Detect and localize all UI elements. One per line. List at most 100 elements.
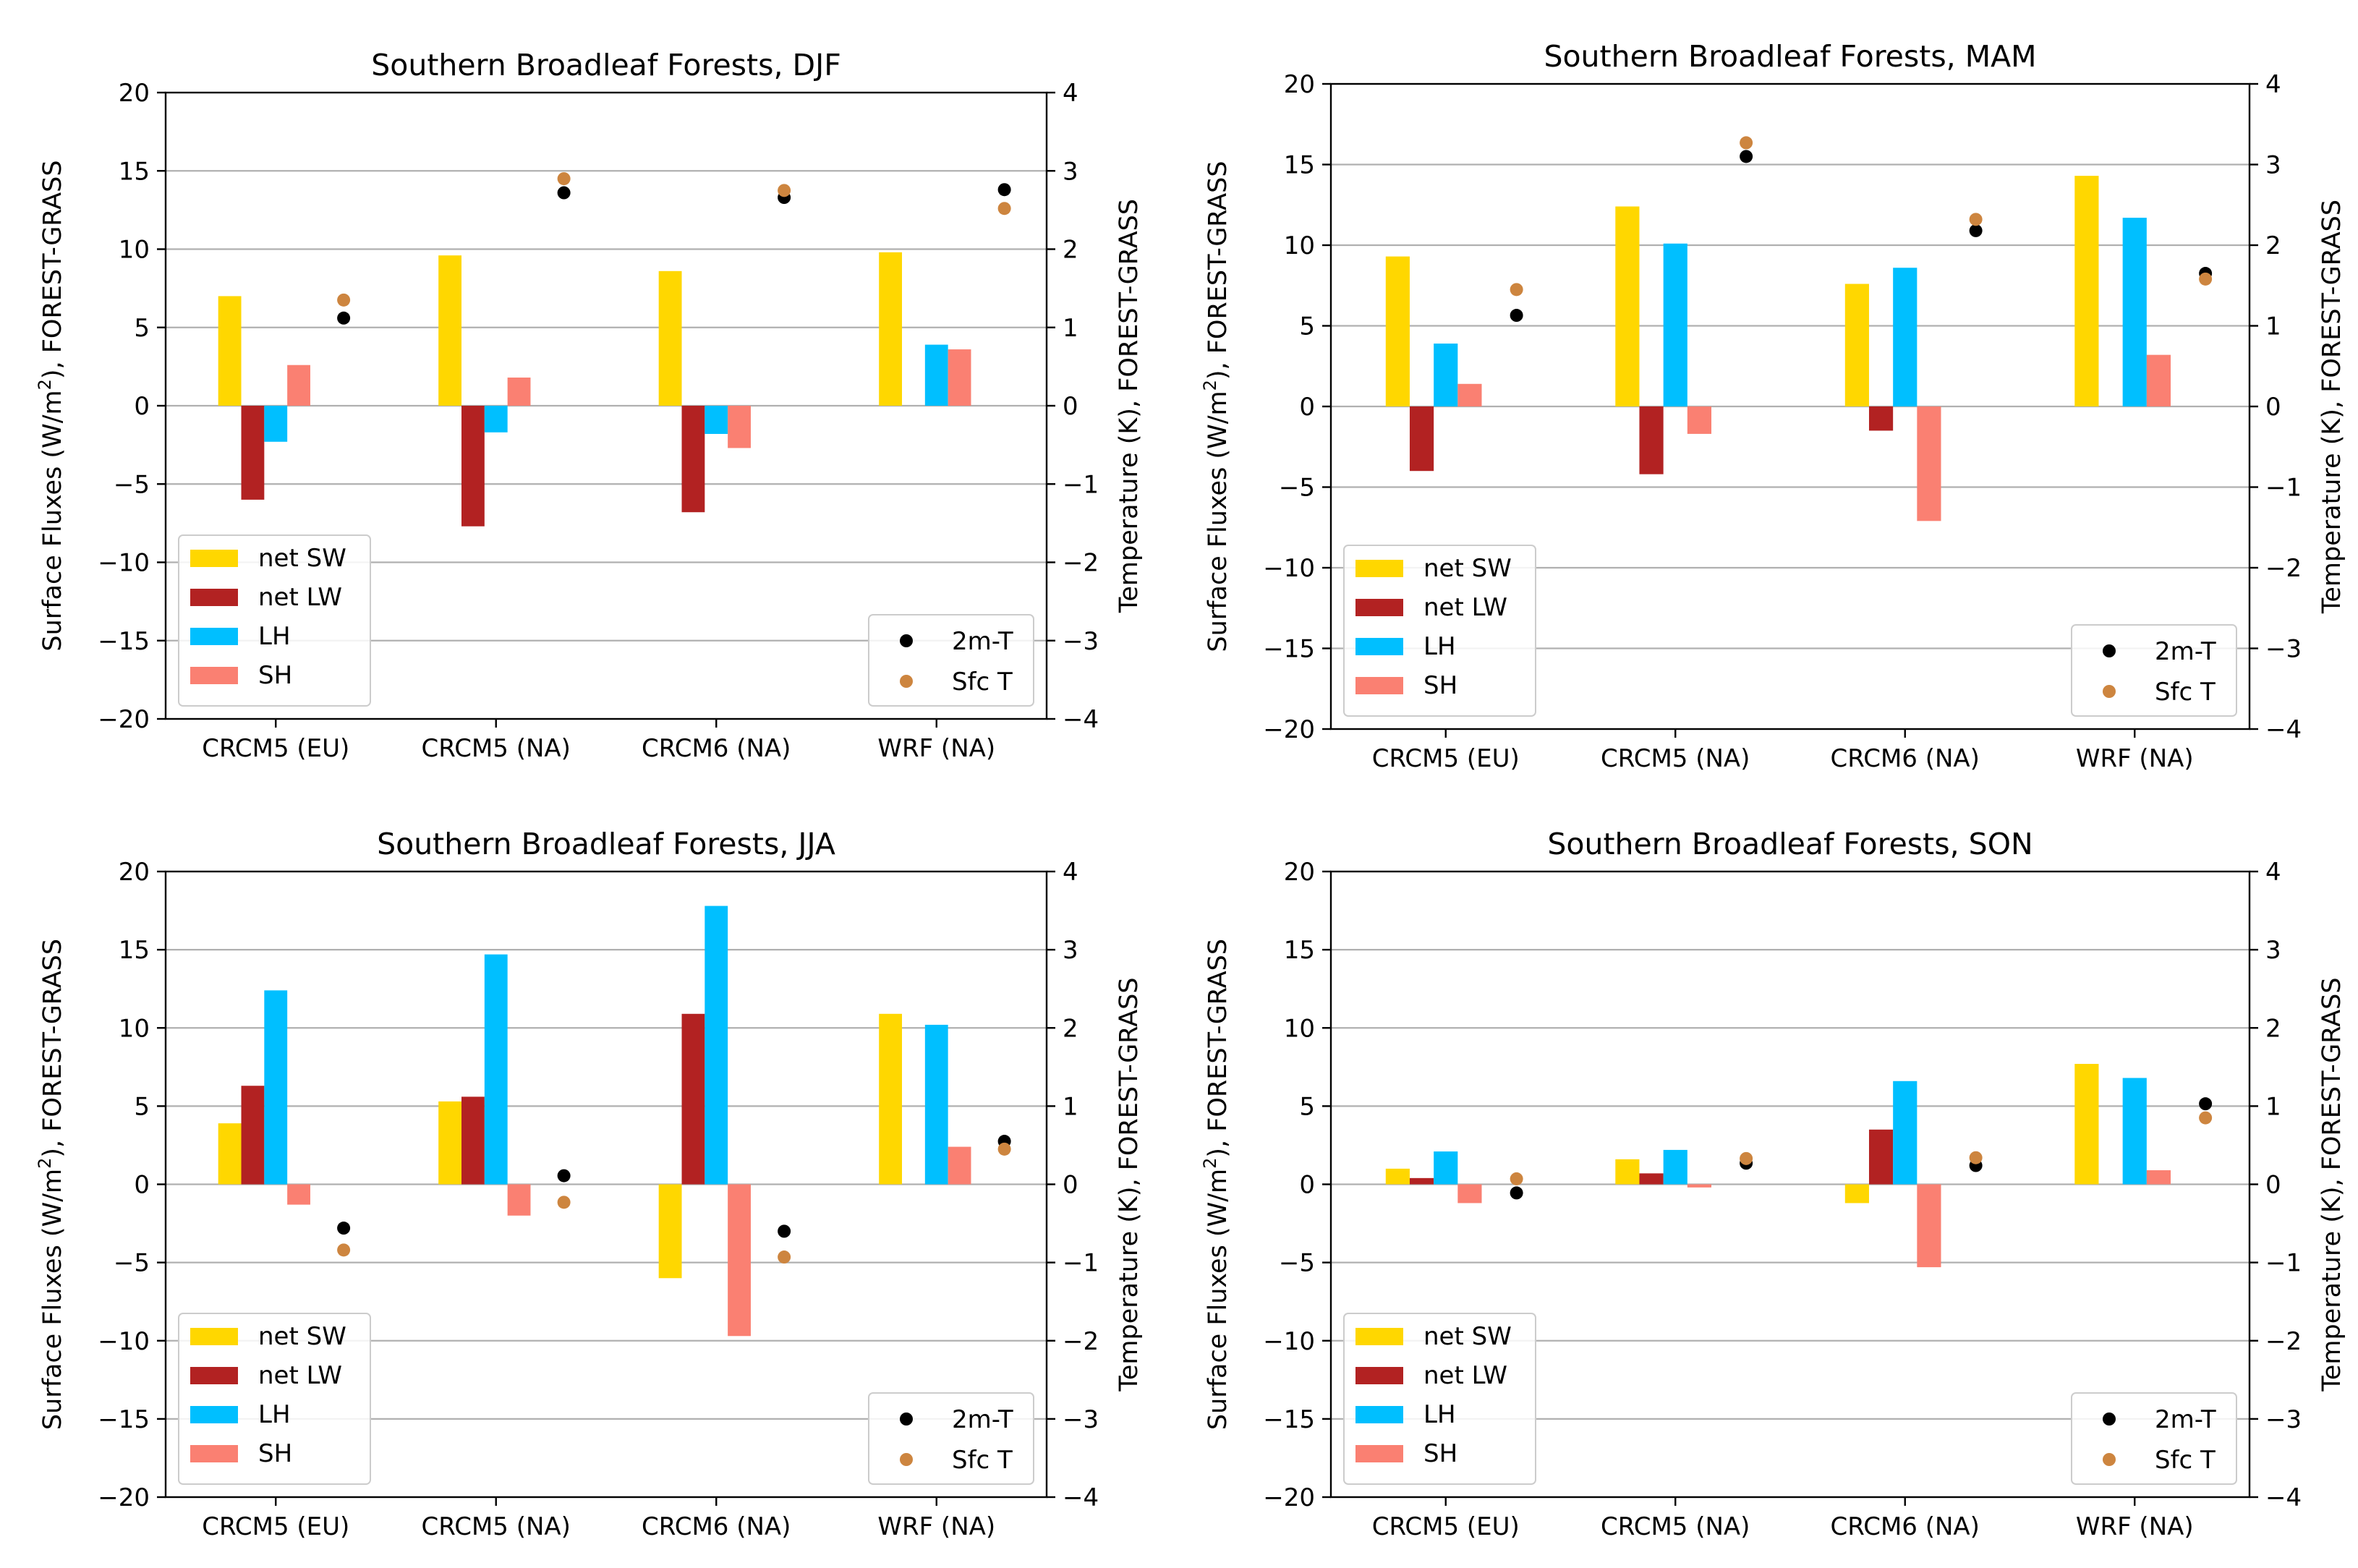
bar-net-sw bbox=[438, 255, 462, 406]
y2-axis-label: Temperature (K), FOREST-GRASS bbox=[2317, 200, 2346, 614]
point-sfc-t bbox=[2199, 272, 2213, 286]
y2-tick-label: −4 bbox=[2265, 715, 2302, 744]
bar-lh bbox=[1434, 1151, 1458, 1185]
bar-net-lw bbox=[1409, 406, 1434, 472]
y2-tick-label: 3 bbox=[1063, 157, 1078, 186]
point-sfc-t bbox=[337, 293, 351, 307]
bar-net-lw bbox=[681, 406, 705, 513]
y2-tick-label: −1 bbox=[2265, 474, 2302, 503]
bar-lh bbox=[924, 1024, 948, 1185]
y-tick-label: 10 bbox=[119, 1014, 150, 1043]
y-tick-label: −5 bbox=[114, 1249, 150, 1278]
point-2m-t bbox=[778, 1224, 791, 1238]
point-2m-t bbox=[2199, 1097, 2213, 1111]
point-2m-t bbox=[1510, 309, 1523, 323]
y-axis-label-part: ), FOREST-GRASS bbox=[1204, 161, 1233, 380]
y2-tick-label: −2 bbox=[2265, 1327, 2302, 1356]
point-sfc-t bbox=[778, 184, 791, 197]
bar-lh bbox=[2122, 218, 2147, 406]
y-tick-label: 20 bbox=[1284, 70, 1315, 99]
legend-marker bbox=[900, 634, 913, 647]
bar-sh bbox=[1687, 1184, 1712, 1188]
y2-tick-label: 2 bbox=[1063, 1014, 1078, 1043]
y2-tick-label: 0 bbox=[2265, 393, 2281, 422]
bar-sh bbox=[1917, 1184, 1941, 1268]
x-tick-label: CRCM5 (EU) bbox=[202, 1512, 349, 1541]
y-axis-label-part: Surface Fluxes (W/m bbox=[38, 390, 67, 651]
y2-tick-label: 2 bbox=[1063, 236, 1078, 265]
legend-frame bbox=[178, 1313, 371, 1485]
bar-net-sw bbox=[438, 1101, 462, 1185]
x-tick-label: CRCM6 (NA) bbox=[642, 1512, 791, 1541]
bar-lh bbox=[705, 906, 728, 1185]
y-tick-label: 5 bbox=[1299, 312, 1315, 341]
y2-tick-label: 4 bbox=[2265, 858, 2281, 887]
y-axis-label: Surface Fluxes (W/m2), FOREST-GRASS bbox=[1200, 161, 1233, 652]
legend-points: 2m-T Sfc T bbox=[2071, 1392, 2237, 1485]
legend-label: 2m-T bbox=[2155, 1405, 2216, 1434]
legend-swatch bbox=[1355, 677, 1403, 694]
bar-lh bbox=[1893, 1081, 1918, 1185]
x-tick-label: CRCM5 (NA) bbox=[1601, 1512, 1750, 1541]
y-axis-label-part: Surface Fluxes (W/m bbox=[1204, 1169, 1233, 1430]
point-2m-t bbox=[337, 1222, 351, 1235]
point-2m-t bbox=[1740, 150, 1753, 163]
legend-label: net SW bbox=[1423, 1322, 1512, 1351]
bar-net-lw bbox=[1639, 1173, 1664, 1185]
point-2m-t bbox=[997, 183, 1011, 197]
chart-title: Southern Broadleaf Forests, JJA bbox=[377, 827, 835, 861]
bar-sh bbox=[728, 406, 751, 448]
legend-bars: net SW net LW LH SH bbox=[1343, 545, 1536, 717]
y-tick-label: −5 bbox=[1279, 474, 1315, 503]
x-tick-label: CRCM5 (NA) bbox=[422, 1512, 571, 1541]
y-tick-label: −10 bbox=[1263, 1327, 1315, 1356]
bar-sh bbox=[2146, 354, 2171, 406]
legend-label: 2m-T bbox=[952, 1405, 1013, 1434]
bar-net-sw bbox=[658, 1184, 682, 1279]
bar-sh bbox=[1917, 406, 1941, 521]
y-tick-label: −15 bbox=[1263, 1405, 1315, 1434]
chart-title: Southern Broadleaf Forests, MAM bbox=[1544, 39, 2036, 74]
x-tick-label: CRCM5 (NA) bbox=[422, 734, 571, 763]
legend-label: 2m-T bbox=[2155, 637, 2216, 666]
bar-lh bbox=[924, 344, 948, 406]
bar-lh bbox=[484, 954, 508, 1185]
y-tick-label: 0 bbox=[1299, 393, 1315, 422]
bar-sh bbox=[287, 365, 310, 406]
x-tick-label: CRCM6 (NA) bbox=[1831, 744, 1980, 773]
y2-tick-label: −2 bbox=[2265, 554, 2302, 583]
legend-marker bbox=[900, 1413, 913, 1426]
legend-points: 2m-T Sfc T bbox=[2071, 624, 2237, 717]
chart-title: Southern Broadleaf Forests, SON bbox=[1547, 827, 2033, 861]
legend-swatch bbox=[1355, 599, 1403, 616]
point-sfc-t bbox=[337, 1243, 351, 1257]
legend-swatch bbox=[190, 1328, 238, 1345]
y-tick-label: 15 bbox=[119, 936, 150, 965]
legend-label: net LW bbox=[1423, 1361, 1507, 1390]
y2-tick-label: 3 bbox=[2265, 151, 2281, 180]
point-sfc-t bbox=[1969, 1151, 1983, 1164]
legend-swatch bbox=[190, 628, 238, 645]
bar-net-lw bbox=[461, 1096, 485, 1185]
y-tick-label: −15 bbox=[1263, 635, 1315, 664]
x-tick-label: CRCM6 (NA) bbox=[1831, 1512, 1980, 1541]
point-sfc-t bbox=[557, 172, 571, 186]
legend-label: LH bbox=[258, 622, 291, 651]
legend-label: SH bbox=[1423, 1439, 1457, 1468]
y2-tick-label: 4 bbox=[1063, 858, 1078, 887]
y2-tick-label: −1 bbox=[2265, 1249, 2302, 1278]
y-tick-label: −20 bbox=[98, 1483, 150, 1512]
point-sfc-t bbox=[1740, 136, 1753, 150]
y2-tick-label: −4 bbox=[2265, 1483, 2302, 1512]
legend-frame bbox=[178, 534, 371, 707]
legend-label: LH bbox=[1423, 1400, 1456, 1429]
bar-lh bbox=[1663, 243, 1687, 406]
y-tick-label: 0 bbox=[134, 1171, 150, 1200]
y-tick-label: 20 bbox=[119, 858, 150, 887]
bar-net-lw bbox=[241, 406, 265, 500]
bar-lh bbox=[264, 406, 288, 442]
bar-sh bbox=[1687, 406, 1712, 434]
bar-net-sw bbox=[879, 1013, 903, 1185]
x-tick-label: CRCM5 (EU) bbox=[202, 734, 349, 763]
